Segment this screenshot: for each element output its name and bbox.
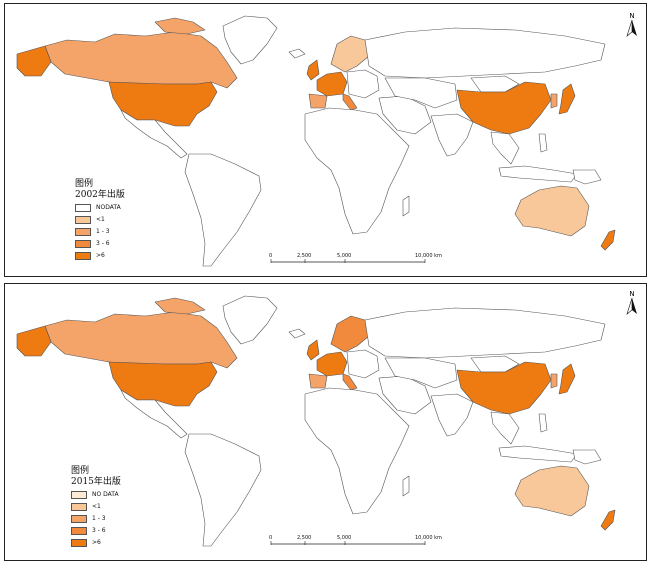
canada <box>44 311 238 369</box>
central-asia <box>384 77 458 109</box>
scandinavia <box>330 315 370 353</box>
southeast-asia <box>490 411 520 445</box>
usa <box>108 361 218 407</box>
iceland <box>288 328 306 339</box>
world-map-2015 <box>16 295 616 547</box>
legend-title: 图例 <box>71 466 90 476</box>
new-zealand <box>600 509 616 531</box>
map-panel-2015: 图例 2015年出版 NO DATA <1 1 - 3 3 - 6 >6 0 2… <box>4 283 647 561</box>
china <box>456 81 552 135</box>
africa <box>304 387 410 515</box>
mongolia <box>470 75 520 93</box>
philippines <box>538 133 548 153</box>
legend-item-lt1: <1 <box>71 501 121 512</box>
iberia <box>308 93 328 109</box>
alaska <box>16 45 52 77</box>
madagascar <box>402 195 410 217</box>
legend-item-3-6: 3 - 6 <box>71 525 121 536</box>
philippines <box>538 413 548 433</box>
india <box>430 393 474 437</box>
canada-islands <box>154 297 206 315</box>
scale-label-10000: 10,000 km <box>415 253 442 259</box>
scale-label-2500: 2,500 <box>297 253 312 259</box>
greenland <box>222 15 278 65</box>
russia <box>364 27 606 79</box>
uk <box>306 59 320 81</box>
canada-islands <box>154 17 206 35</box>
papua <box>572 449 602 465</box>
legend-item-3-6: 3 - 6 <box>75 238 125 249</box>
eastern-europe <box>346 69 380 99</box>
north-label: N <box>629 12 635 20</box>
western-europe <box>316 71 348 97</box>
legend-item-lt1: <1 <box>75 214 125 225</box>
western-europe <box>316 351 348 377</box>
scale-label-2500: 2,500 <box>297 535 312 541</box>
legend-subtitle: 2015年出版 <box>71 477 121 487</box>
new-zealand <box>600 229 616 251</box>
legend-title: 图例 <box>75 179 94 189</box>
korea <box>550 93 558 109</box>
uk <box>306 339 320 361</box>
legend-item-1-3: 1 - 3 <box>71 513 121 524</box>
world-map-2002 <box>16 15 616 267</box>
scale-label-5000: 5,000 <box>337 535 352 541</box>
north-arrow-2002: N <box>625 12 639 40</box>
indonesia <box>498 165 578 183</box>
alaska <box>16 325 52 357</box>
eastern-europe <box>346 349 380 379</box>
scandinavia <box>330 35 370 73</box>
usa <box>108 81 218 127</box>
mongolia <box>470 355 520 373</box>
africa <box>304 107 410 235</box>
legend-item-1-3: 1 - 3 <box>75 226 125 237</box>
south-america <box>184 433 262 547</box>
japan <box>558 363 576 395</box>
papua <box>572 169 602 185</box>
indonesia <box>498 445 578 463</box>
legend-subtitle: 2002年出版 <box>75 190 125 200</box>
australia <box>514 465 590 517</box>
north-arrow-icon <box>626 297 637 315</box>
legend-2002: 图例 2002年出版 NODATA <1 1 - 3 3 - 6 >6 <box>75 179 125 261</box>
iberia <box>308 373 328 389</box>
madagascar <box>402 475 410 497</box>
korea <box>550 373 558 389</box>
india <box>430 113 474 157</box>
china <box>456 361 552 415</box>
north-arrow-2015: N <box>625 290 639 318</box>
central-asia <box>384 357 458 389</box>
legend-item-gt6: >6 <box>71 537 121 548</box>
southeast-asia <box>490 131 520 165</box>
italy <box>342 373 358 391</box>
russia <box>364 307 606 359</box>
scale-label-10000: 10,000 km <box>415 535 442 541</box>
canada <box>44 31 238 89</box>
north-arrow-icon <box>626 19 637 37</box>
legend-2015: 图例 2015年出版 NO DATA <1 1 - 3 3 - 6 >6 <box>71 466 121 548</box>
legend-item-gt6: >6 <box>75 250 125 261</box>
mexico <box>120 389 188 439</box>
mexico <box>120 109 188 159</box>
iceland <box>288 48 306 59</box>
scale-label-0: 0 <box>269 535 273 541</box>
scale-bar-2002: 0 2,500 5,000 10,000 km <box>267 253 442 266</box>
legend-item-nodata: NO DATA <box>71 489 121 500</box>
north-label: N <box>629 290 635 298</box>
japan <box>558 83 576 115</box>
map-panel-2002: 图例 2002年出版 NODATA <1 1 - 3 3 - 6 >6 0 2,… <box>4 3 647 277</box>
scale-label-0: 0 <box>269 253 273 259</box>
south-america <box>184 153 262 267</box>
scale-bar-2015: 0 2,500 5,000 10,000 km <box>267 535 442 548</box>
scale-label-5000: 5,000 <box>337 253 352 259</box>
australia <box>514 185 590 237</box>
italy <box>342 93 358 111</box>
greenland <box>222 295 278 345</box>
legend-item-nodata: NODATA <box>75 202 125 213</box>
